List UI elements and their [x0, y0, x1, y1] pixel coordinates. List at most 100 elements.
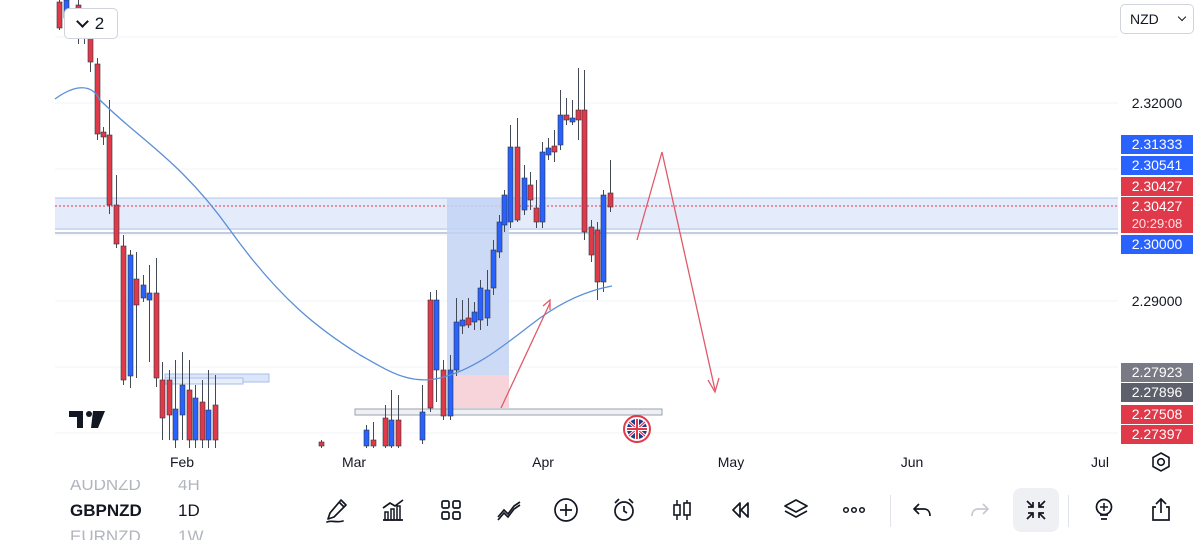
price-badge: 2.27896 [1121, 383, 1193, 402]
candle-body [363, 429, 370, 447]
currency-selector[interactable]: NZD [1120, 4, 1194, 34]
candle-body [106, 134, 113, 206]
chart-area[interactable]: 2 NZD 2.32000 2.29000 2.31333 2.30541 2.3042… [0, 0, 1200, 480]
candle-body [496, 221, 503, 253]
share-icon [1152, 497, 1170, 521]
arrow-head [542, 298, 551, 310]
candle-body [477, 287, 484, 321]
base-zone-box [354, 408, 663, 416]
more-icon [842, 506, 866, 514]
replay-icon [732, 502, 749, 518]
symbol-row-eurnzd[interactable]: EURNZD 1W [70, 527, 204, 540]
time-axis-label: Jul [1091, 454, 1109, 470]
chevron-down-icon [75, 14, 89, 28]
alert-button[interactable] [604, 490, 644, 530]
undo-button[interactable] [902, 490, 942, 530]
chart-type-button[interactable] [662, 490, 702, 530]
redo-icon [971, 503, 989, 517]
settings-icon[interactable] [1150, 451, 1172, 473]
candle-body [581, 109, 588, 233]
candle-body [557, 114, 564, 146]
line-chart-icon [497, 501, 521, 521]
currency-label: NZD [1130, 11, 1159, 27]
candle-body [533, 207, 540, 223]
fullscreen-exit-button[interactable] [1013, 488, 1059, 532]
candle-body [127, 254, 134, 377]
candle-body [87, 35, 94, 63]
candle-body [521, 177, 528, 211]
candle-body [594, 229, 601, 283]
toolbar-separator [890, 495, 891, 527]
time-axis-label: Mar [341, 454, 367, 470]
draw-tool-button[interactable] [317, 490, 357, 530]
price-badge: 2.31333 [1121, 135, 1193, 154]
time-axis-label: Apr [532, 454, 554, 470]
price-badge: 2.27397 [1121, 425, 1193, 444]
candle-body [484, 289, 491, 319]
symbol-name: GBPNZD [70, 501, 142, 520]
candle-body [113, 204, 120, 245]
grid-icon [441, 500, 461, 520]
candle-body [166, 379, 173, 416]
moving-average-line [54, 87, 613, 381]
candle-body [459, 319, 466, 327]
candle-body [471, 311, 478, 323]
indicators-button[interactable] [373, 490, 413, 530]
candle-body [539, 151, 546, 223]
candle-body [120, 245, 127, 381]
drawn-forecast-path [636, 151, 716, 391]
layers-button[interactable] [776, 490, 816, 530]
add-button[interactable] [546, 490, 586, 530]
candle-body [212, 404, 219, 441]
bulb-icon [1095, 498, 1113, 520]
indicator-legend-toggle[interactable]: 2 [64, 8, 118, 39]
candle-body [133, 278, 140, 306]
compare-button[interactable] [489, 490, 529, 530]
candle-body [569, 117, 576, 123]
plus-circle-icon [554, 498, 578, 522]
ideas-button[interactable] [1084, 490, 1124, 530]
price-badge: 2.30427 [1121, 197, 1193, 216]
arrow-head [707, 377, 720, 394]
uk-flag-event-icon[interactable] [623, 415, 651, 443]
share-button[interactable] [1141, 490, 1181, 530]
candle-body [433, 299, 440, 371]
price-chart[interactable] [0, 0, 1200, 480]
candle-body [551, 145, 558, 153]
candle-body [563, 114, 570, 121]
indicators-icon [382, 499, 404, 521]
symbol-row-gbpnzd[interactable]: GBPNZD 1D [70, 501, 200, 521]
small-zone-box [164, 377, 244, 385]
price-badge: 2.27508 [1121, 405, 1193, 424]
candle-body [179, 384, 186, 416]
price-axis-label: 2.32000 [1131, 94, 1183, 111]
legend-count: 2 [94, 13, 105, 33]
symbol-name: EURNZD [70, 527, 141, 540]
candle-body [370, 439, 377, 447]
candles-icon [673, 500, 691, 520]
symbol-row-audnzd[interactable]: AUDNZD 4H [70, 480, 200, 495]
candle-body [146, 292, 153, 301]
replay-button[interactable] [719, 490, 759, 530]
time-axis-label: Feb [169, 454, 195, 470]
redo-button[interactable] [960, 490, 1000, 530]
candle-body [100, 131, 107, 138]
candle-body [56, 1, 63, 29]
tradingview-logo-icon [69, 411, 105, 428]
layout-button[interactable] [431, 490, 471, 530]
candle-body [527, 184, 534, 201]
candle-body [440, 369, 447, 417]
pen-icon [326, 499, 347, 523]
more-button[interactable] [834, 490, 874, 530]
candle-body [507, 146, 514, 223]
candle-body [588, 226, 595, 256]
candle-body [465, 317, 472, 326]
symbol-timeframe: 1D [178, 501, 200, 520]
chevron-down-icon [1177, 12, 1187, 22]
candle-body [501, 194, 508, 226]
bottom-toolbar [0, 480, 1200, 540]
symbol-list[interactable]: AUDNZD 4H GBPNZD 1D EURNZD 1W [64, 480, 224, 540]
candle-body [575, 109, 582, 121]
candle-body [453, 321, 460, 371]
symbol-name: AUDNZD [70, 480, 141, 494]
